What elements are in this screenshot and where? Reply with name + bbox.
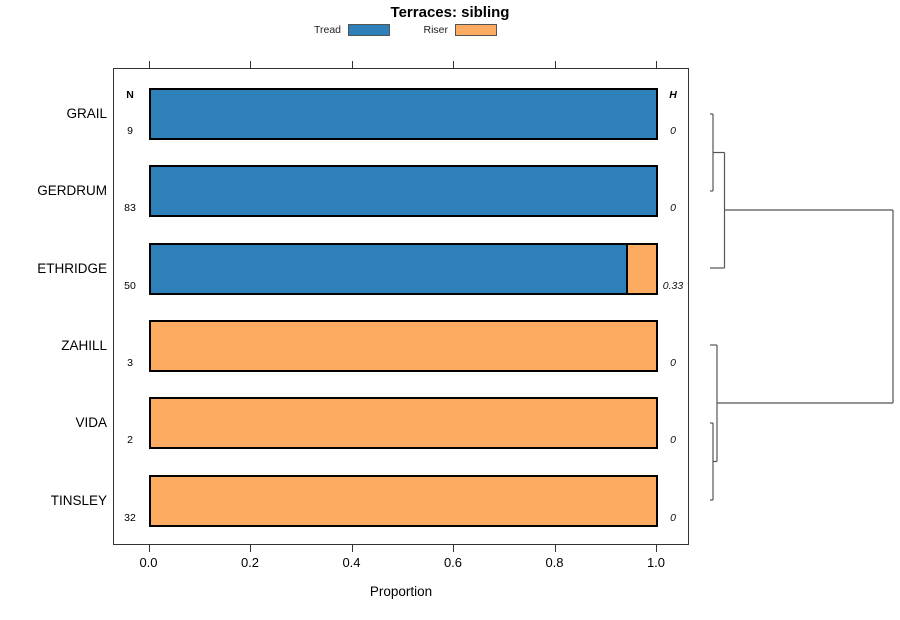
bar-segment-tread xyxy=(150,167,656,216)
bar-segment-riser xyxy=(150,476,656,525)
legend-swatch-riser xyxy=(455,24,497,36)
x-tick-bottom xyxy=(453,545,454,552)
x-tick-bottom xyxy=(656,545,657,552)
y-axis-label: ETHRIDGE xyxy=(37,260,107,276)
x-tick-top xyxy=(351,61,353,68)
bar-row xyxy=(148,319,658,372)
n-value: 50 xyxy=(124,279,136,292)
bar-row xyxy=(148,242,658,295)
x-tick-top xyxy=(148,61,150,68)
x-tick-bottom xyxy=(250,545,251,552)
x-tick-label: 0.0 xyxy=(139,555,158,570)
x-axis-title: Proportion xyxy=(369,584,433,599)
bar-segment-tread xyxy=(150,244,626,293)
bar-segment-tread xyxy=(150,90,656,138)
n-value: 9 xyxy=(127,125,133,137)
y-axis-label: TINSLEY xyxy=(50,492,107,508)
legend-label: Riser xyxy=(423,24,448,36)
h-value: 0 xyxy=(670,434,676,447)
x-tick-bottom xyxy=(148,545,150,552)
chart-title: Terraces: sibling xyxy=(390,4,510,21)
n-value: 3 xyxy=(127,356,133,369)
n-value: 2 xyxy=(127,434,133,447)
bar-segment-riser xyxy=(150,321,656,370)
h-value: 0 xyxy=(670,125,676,137)
x-tick-label: 0.2 xyxy=(240,555,260,570)
bar-row xyxy=(148,88,658,140)
h-value: 0 xyxy=(670,202,676,215)
dendrogram xyxy=(710,113,894,501)
x-tick-label: 1.0 xyxy=(646,555,666,570)
bar-row xyxy=(148,474,658,527)
x-tick-label: 0.4 xyxy=(342,555,361,570)
x-tick-bottom xyxy=(554,545,556,552)
n-value: 32 xyxy=(124,511,136,524)
legend-item: Tread xyxy=(281,24,390,36)
y-axis-label: VIDA xyxy=(75,415,107,431)
y-axis-label: GERDRUM xyxy=(37,183,107,199)
y-axis-label: ZAHILL xyxy=(61,337,107,353)
bar-row xyxy=(148,397,658,450)
bar-row xyxy=(148,165,658,218)
bar-segment-riser xyxy=(625,244,656,293)
bar-segment-riser xyxy=(150,399,656,448)
y-axis-label: GRAIL xyxy=(66,106,107,121)
n-column-header: N xyxy=(126,89,134,101)
h-value: 0 xyxy=(670,511,676,524)
x-tick-top xyxy=(250,61,251,68)
h-value: 0 xyxy=(670,356,676,369)
x-tick-top xyxy=(656,61,657,68)
x-tick-label: 0.6 xyxy=(443,555,463,570)
x-tick-top xyxy=(453,61,454,68)
x-tick-label: 0.8 xyxy=(545,555,564,570)
x-tick-top xyxy=(554,61,556,68)
n-value: 83 xyxy=(124,202,136,215)
legend-swatch-tread xyxy=(348,24,390,36)
x-tick-bottom xyxy=(351,545,353,552)
h-column-header: H xyxy=(669,89,677,101)
legend-item: Riser xyxy=(388,24,497,36)
h-value: 0.33 xyxy=(662,279,684,292)
plot-area xyxy=(113,68,689,545)
legend-label: Tread xyxy=(313,24,341,36)
